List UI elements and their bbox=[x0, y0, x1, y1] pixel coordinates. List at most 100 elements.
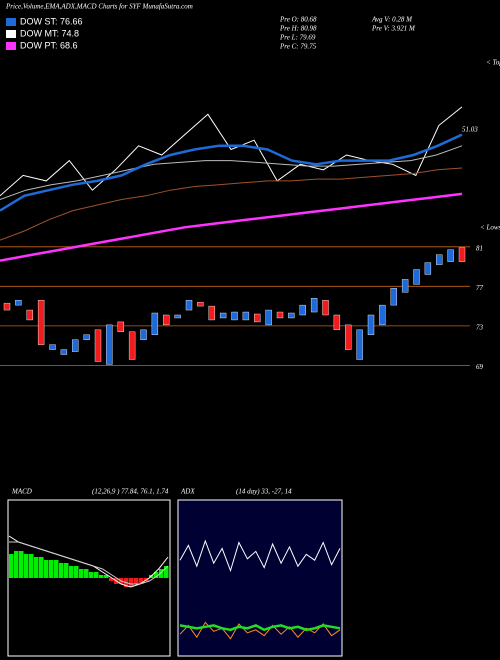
candle-body bbox=[276, 311, 284, 319]
candle-body bbox=[401, 279, 409, 293]
ema-line bbox=[0, 145, 463, 200]
macd-histogram-bar bbox=[74, 566, 79, 578]
candle-body bbox=[83, 334, 90, 340]
macd-histogram-bar bbox=[49, 560, 54, 578]
legend-label: DOW MT: 74.8 bbox=[20, 28, 79, 38]
macd-histogram-bar bbox=[79, 569, 84, 578]
macd-histogram-bar bbox=[109, 578, 114, 581]
candle-body bbox=[424, 262, 432, 275]
macd-title: (12,26,9 ) 77.84, 76.1, 1.74 bbox=[92, 488, 169, 496]
y-tick-label: 81 bbox=[476, 244, 483, 252]
stat-label: Pre H: 80.98 bbox=[279, 25, 317, 33]
candle-body bbox=[49, 344, 56, 350]
candle-body bbox=[367, 314, 375, 335]
macd-histogram-bar bbox=[84, 569, 89, 578]
adx-title: (14 day) 33, -27, 14 bbox=[236, 488, 292, 496]
candle-body bbox=[231, 311, 238, 321]
macd-histogram-bar bbox=[154, 572, 159, 578]
macd-histogram-bar bbox=[129, 578, 134, 587]
macd-histogram-bar bbox=[104, 575, 109, 578]
macd-histogram-bar bbox=[24, 554, 29, 578]
y-tick-label: 73 bbox=[476, 323, 484, 331]
tops-marker: < Tops bbox=[486, 59, 500, 67]
macd-label: MACD bbox=[11, 488, 32, 496]
candle-body bbox=[379, 304, 386, 326]
candle-body bbox=[197, 301, 204, 307]
candle-body bbox=[72, 339, 79, 352]
candle-body bbox=[128, 331, 136, 360]
candle-body bbox=[163, 314, 170, 326]
candle-body bbox=[151, 312, 159, 335]
candle-body bbox=[174, 314, 181, 319]
candle-body bbox=[333, 314, 341, 331]
macd-line bbox=[9, 541, 169, 585]
stat-label: Pre L: 79.69 bbox=[279, 34, 316, 42]
ema-line bbox=[0, 192, 463, 262]
candle-body bbox=[219, 312, 227, 319]
legend-label: DOW ST: 76.66 bbox=[20, 16, 83, 26]
candle-body bbox=[458, 247, 466, 262]
legend-label: DOW PT: 68.6 bbox=[20, 40, 78, 50]
macd-histogram-bar bbox=[14, 551, 19, 578]
legend-swatch bbox=[6, 18, 16, 26]
ema-line bbox=[0, 106, 463, 197]
candle-body bbox=[254, 313, 261, 323]
candle-body bbox=[265, 309, 272, 326]
candle-body bbox=[447, 249, 454, 262]
macd-histogram-bar bbox=[94, 572, 99, 578]
candle-body bbox=[208, 305, 215, 321]
adx-panel bbox=[177, 499, 343, 657]
macd-histogram-bar bbox=[89, 572, 94, 578]
macd-histogram-bar bbox=[134, 578, 139, 584]
candle-body bbox=[15, 299, 22, 306]
candle-body bbox=[94, 329, 102, 362]
candle-body bbox=[390, 288, 397, 306]
macd-histogram-bar bbox=[64, 563, 69, 578]
adx-line bbox=[179, 621, 341, 640]
stat-label: Pre O: 80.68 bbox=[279, 16, 317, 24]
macd-histogram-bar bbox=[39, 557, 44, 578]
macd-histogram-bar bbox=[59, 563, 64, 578]
y-tick-label: 77 bbox=[476, 284, 484, 292]
candle-body bbox=[106, 324, 113, 365]
candle-body bbox=[356, 329, 363, 360]
candle-body bbox=[242, 311, 250, 321]
macd-histogram-bar bbox=[9, 554, 14, 578]
stat-label: Pre V: 3.921 M bbox=[371, 25, 416, 33]
macd-histogram-bar bbox=[69, 566, 74, 578]
candle-body bbox=[37, 299, 45, 345]
macd-histogram-bar bbox=[54, 560, 59, 578]
line-annotation: 51.03 bbox=[462, 126, 478, 134]
candle-body bbox=[345, 324, 352, 350]
macd-histogram-bar bbox=[19, 551, 24, 578]
candle-body bbox=[413, 269, 420, 285]
chart-title: Price,Volume,EMA,ADX,MACD Charts for SYF… bbox=[5, 3, 193, 11]
legend-swatch bbox=[6, 42, 16, 50]
candle-body bbox=[310, 297, 318, 313]
macd-histogram-bar bbox=[164, 566, 169, 578]
candle-body bbox=[288, 312, 295, 319]
adx-label: ADX bbox=[180, 488, 195, 496]
candle-body bbox=[185, 299, 193, 311]
candle-body bbox=[60, 349, 68, 355]
candle-body bbox=[436, 254, 443, 265]
macd-histogram-bar bbox=[159, 569, 164, 578]
legend-swatch bbox=[6, 30, 16, 38]
candle-body bbox=[3, 302, 11, 311]
candle-body bbox=[140, 329, 147, 340]
candle-body bbox=[117, 321, 124, 333]
macd-histogram-bar bbox=[29, 554, 34, 578]
candle-body bbox=[26, 309, 33, 321]
adx-line bbox=[179, 539, 341, 573]
lows-marker: < Lows bbox=[480, 224, 500, 232]
macd-histogram-bar bbox=[139, 578, 144, 584]
macd-histogram-bar bbox=[44, 560, 49, 578]
stat-label: Pre C: 79.75 bbox=[279, 43, 317, 51]
ema-line bbox=[0, 133, 463, 212]
macd-histogram-bar bbox=[99, 575, 104, 578]
y-tick-label: 69 bbox=[476, 363, 484, 371]
candle-body bbox=[299, 304, 306, 316]
stat-label: Avg V: 0.28 M bbox=[371, 16, 413, 24]
macd-histogram-bar bbox=[34, 557, 39, 578]
